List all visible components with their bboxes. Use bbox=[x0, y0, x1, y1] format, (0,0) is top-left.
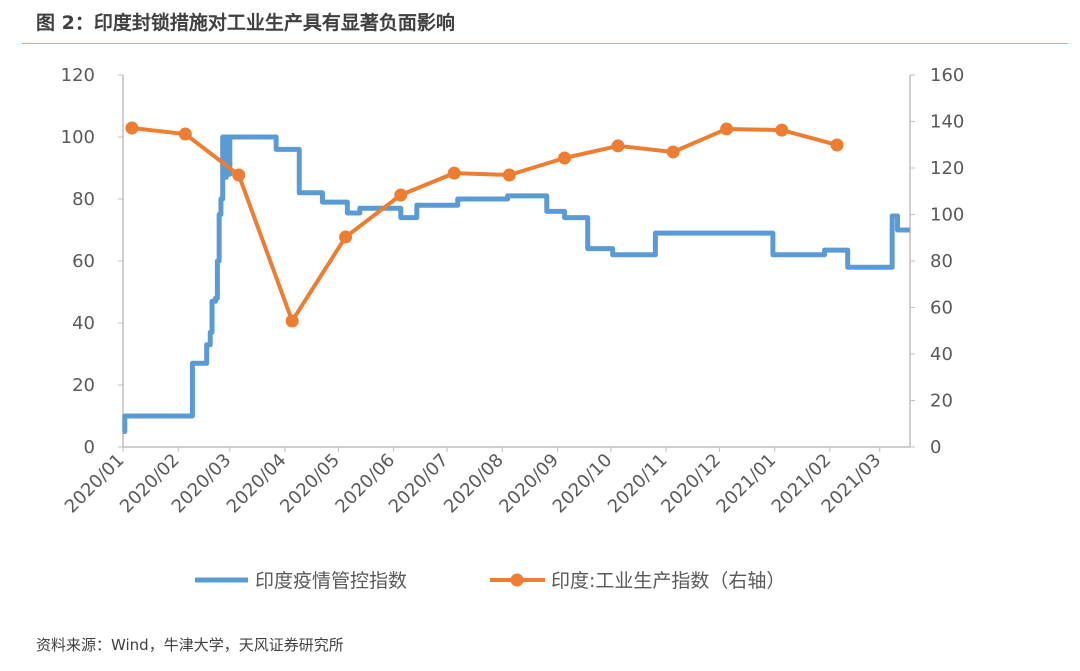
left-tick-label: 60 bbox=[72, 251, 95, 272]
industrial-index-marker bbox=[611, 139, 625, 153]
left-tick-label: 20 bbox=[72, 375, 95, 396]
industrial-index-marker bbox=[178, 127, 192, 141]
industrial-index-marker bbox=[502, 168, 516, 182]
x-tick-label: 2021/01 bbox=[712, 450, 780, 518]
left-tick-label: 80 bbox=[72, 189, 95, 210]
legend-label-industrial-index: 印度:工业生产指数（右轴） bbox=[551, 570, 785, 592]
title-divider bbox=[22, 43, 1068, 44]
legend-orange-marker bbox=[510, 573, 524, 587]
right-tick-label: 100 bbox=[930, 205, 964, 226]
industrial-index-marker bbox=[232, 168, 246, 182]
x-tick-label: 2020/07 bbox=[385, 450, 453, 518]
figure-title: 图 2：印度封锁措施对工业生产具有显著负面影响 bbox=[36, 12, 455, 34]
industrial-index-marker bbox=[720, 122, 734, 136]
x-tick-label: 2020/08 bbox=[440, 450, 508, 518]
x-tick-label: 2020/05 bbox=[276, 450, 344, 518]
legend: 印度疫情管控指数 印度:工业生产指数（右轴） bbox=[195, 570, 785, 592]
left-tick-label: 40 bbox=[72, 313, 95, 334]
x-tick-label: 2020/12 bbox=[657, 450, 725, 518]
industrial-index-marker bbox=[558, 151, 572, 165]
left-tick-label: 0 bbox=[84, 437, 95, 458]
industrial-index-marker bbox=[285, 314, 299, 328]
right-tick-label: 120 bbox=[930, 158, 964, 179]
industrial-index-marker bbox=[339, 230, 353, 244]
right-tick-label: 20 bbox=[930, 391, 953, 412]
industrial-index-marker bbox=[830, 138, 844, 152]
x-tick-label: 2020/10 bbox=[549, 450, 617, 518]
legend-label-control-index: 印度疫情管控指数 bbox=[255, 570, 407, 592]
left-tick-label: 100 bbox=[61, 127, 95, 148]
industrial-index-marker bbox=[775, 123, 789, 137]
left-tick-label: 120 bbox=[61, 65, 95, 86]
industrial-index-marker bbox=[666, 145, 680, 159]
right-tick-label: 140 bbox=[930, 112, 964, 133]
x-tick-label: 2020/01 bbox=[61, 450, 129, 518]
right-tick-label: 160 bbox=[930, 65, 964, 86]
series-industrial-index-line bbox=[131, 126, 838, 323]
source-note: 资料来源：Wind，牛津大学，天风证券研究所 bbox=[36, 636, 344, 654]
industrial-index-marker bbox=[125, 121, 139, 135]
right-tick-label: 40 bbox=[930, 344, 953, 365]
right-tick-label: 0 bbox=[930, 437, 941, 458]
series-control-index-line bbox=[122, 134, 910, 434]
right-tick-label: 80 bbox=[930, 251, 953, 272]
right-tick-label: 60 bbox=[930, 298, 953, 319]
industrial-index-marker bbox=[447, 166, 461, 180]
industrial-index-marker bbox=[394, 188, 408, 202]
